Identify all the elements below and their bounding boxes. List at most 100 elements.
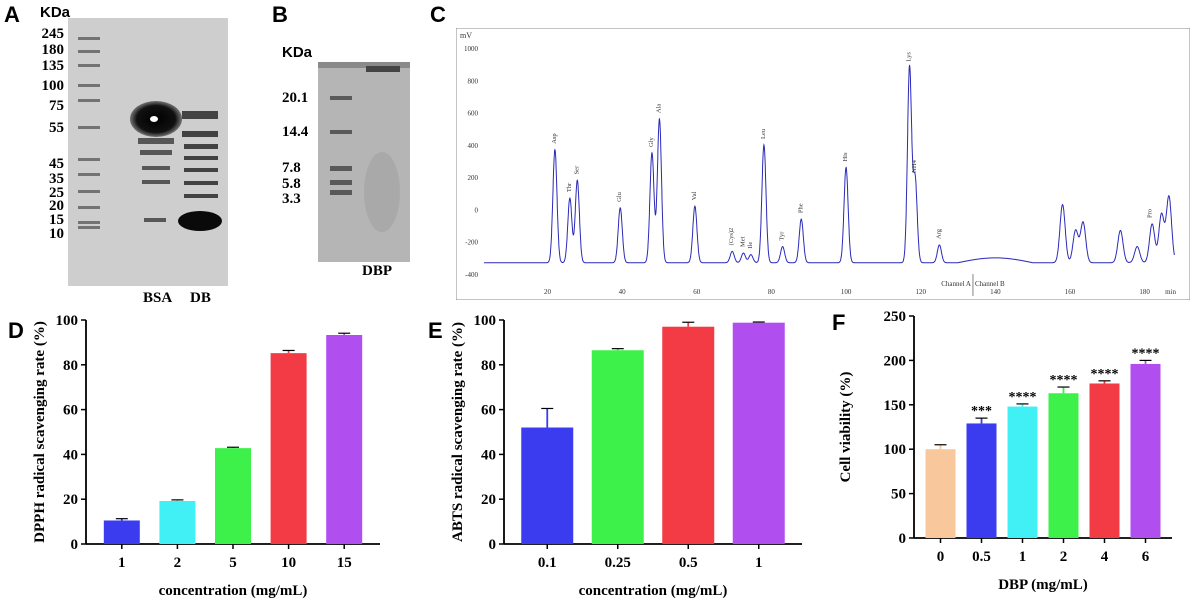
chromatogram-peak-label: Ile <box>747 242 754 249</box>
x-tick-label: 0 <box>937 549 945 565</box>
chromatogram-y-tick: 0 <box>475 206 479 214</box>
bar <box>103 520 140 544</box>
x-axis-label: concentration (mg/mL) <box>159 583 308 599</box>
chromatogram-y-tick: 200 <box>468 174 479 182</box>
bar <box>521 427 574 544</box>
y-tick-label: 20 <box>481 492 496 508</box>
y-tick-label: 0 <box>899 531 907 547</box>
chromatogram-frame <box>456 28 1190 300</box>
bar <box>1130 363 1161 538</box>
y-tick-label: 60 <box>481 403 496 419</box>
chromatogram-x-unit: min <box>1165 288 1176 296</box>
y-tick-label: 50 <box>891 487 906 503</box>
gel-a-marker-label: 135 <box>41 58 65 74</box>
chromatogram-y-tick: 600 <box>468 110 479 118</box>
chromatogram-y-tick: -200 <box>465 239 478 247</box>
bar <box>732 322 785 544</box>
panel-letter-b: B <box>272 2 288 27</box>
panel-letter-f: F <box>832 310 846 335</box>
x-tick-label: 0.1 <box>538 555 557 571</box>
x-tick-label: 1 <box>755 555 763 571</box>
y-axis-label: ABTS radical scavenging rate (%) <box>450 322 466 542</box>
bar <box>966 423 997 538</box>
x-tick-label: 0.5 <box>972 549 991 565</box>
gel-b-marker-label: 7.8 <box>282 160 301 176</box>
gel-a-lane-bsa: BSA <box>143 290 173 306</box>
panel-letter-a: A <box>4 2 20 27</box>
chromatogram-x-tick: 80 <box>768 288 776 296</box>
y-tick-label: 200 <box>884 353 907 369</box>
chromatogram-x-tick: 20 <box>544 288 552 296</box>
chromatogram-peak-label: Thr <box>566 182 573 192</box>
gel-a-marker-label: 10 <box>49 226 64 242</box>
bar <box>215 448 251 544</box>
bar <box>1007 406 1038 538</box>
y-axis-label: Cell viability (%) <box>838 372 854 483</box>
y-tick-label: 40 <box>481 447 496 463</box>
y-tick-label: 100 <box>56 313 79 329</box>
chromatogram-peak-label: Phe <box>797 203 804 213</box>
chromatogram-x-tick: 180 <box>1139 288 1150 296</box>
gel-a-marker-label: 45 <box>49 156 64 172</box>
gel-a-marker-label: 25 <box>49 185 64 201</box>
gel-a-marker-label: 15 <box>49 212 64 228</box>
chromatogram-y-tick: 1000 <box>464 45 479 53</box>
bar <box>326 335 363 544</box>
chromatogram: mV 1000 800 600 400 200 0 -200 -400 20 40 60 80 100 12… <box>456 28 1190 300</box>
chromatogram-peak-label: Lys <box>906 52 913 62</box>
chromatogram-y-tick: -400 <box>465 271 478 279</box>
bar <box>1089 383 1120 538</box>
chromatogram-x-tick: 100 <box>841 288 852 296</box>
gel-b-marker-label: 14.4 <box>282 124 309 140</box>
gel-a-marker-label: 55 <box>49 120 64 136</box>
gel-a-marker-label: 100 <box>41 78 65 94</box>
chromatogram-peak-label: Arg <box>935 228 942 239</box>
gel-b-unit: KDa <box>282 44 313 61</box>
x-axis-label: DBP (mg/mL) <box>998 577 1088 593</box>
chromatogram-peak-label: NH4 <box>911 159 918 172</box>
x-tick-label: 0.5 <box>679 555 698 571</box>
y-tick-label: 150 <box>884 398 907 414</box>
gel-b-marker-label: 5.8 <box>282 176 301 192</box>
y-tick-label: 0 <box>71 537 79 553</box>
chromatogram-peak-label: Asp <box>551 133 558 143</box>
panel-letter-e: E <box>428 318 443 343</box>
chart-dpph: 0 20 40 60 80 100 1 2 5 10 15 concentration (mg/mL)… <box>32 313 380 599</box>
chart-abts: 0 20 40 60 80 100 0.1 0.25 0.5 1 concentration (mg… <box>450 313 802 599</box>
y-tick-label: 100 <box>474 313 497 329</box>
gel-a-unit: KDa <box>40 4 71 21</box>
significance-label: **** <box>1009 390 1037 405</box>
gel-a-marker-label: 180 <box>41 42 65 58</box>
x-tick-label: 5 <box>229 555 237 571</box>
panel-letter-d: D <box>8 318 24 343</box>
chromatogram-peak-label: Tyr <box>779 231 786 241</box>
chromatogram-x-tick: 120 <box>915 288 926 296</box>
chromatogram-peak-label: Ala <box>655 104 662 114</box>
significance-label: **** <box>1050 373 1078 388</box>
bar <box>591 350 644 544</box>
gel-a-marker-label: 20 <box>49 198 64 214</box>
chromatogram-x-tick: 40 <box>619 288 627 296</box>
chromatogram-trace <box>484 64 1175 264</box>
chromatogram-peak-label: Val <box>691 191 698 200</box>
bar <box>270 353 307 544</box>
y-tick-label: 100 <box>884 442 907 458</box>
chromatogram-x-tick: 60 <box>693 288 701 296</box>
x-tick-label: 10 <box>281 555 296 571</box>
chromatogram-channel-a: Channel A <box>941 280 971 288</box>
x-tick-label: 15 <box>337 555 352 571</box>
gel-a-lane-db: DB <box>190 290 211 306</box>
gel-a-marker-label: 75 <box>49 98 64 114</box>
gel-a-image <box>68 18 228 286</box>
significance-label: **** <box>1091 367 1119 382</box>
chromatogram-x-tick: 160 <box>1065 288 1076 296</box>
x-tick-label: 6 <box>1142 549 1150 565</box>
significance-label: **** <box>1132 346 1160 361</box>
y-tick-label: 40 <box>63 447 78 463</box>
chromatogram-peak-label: Met <box>739 236 746 247</box>
x-tick-label: 1 <box>1019 549 1027 565</box>
y-tick-label: 80 <box>481 358 496 374</box>
x-tick-label: 2 <box>1060 549 1068 565</box>
x-tick-label: 4 <box>1101 549 1109 565</box>
y-tick-label: 20 <box>63 492 78 508</box>
